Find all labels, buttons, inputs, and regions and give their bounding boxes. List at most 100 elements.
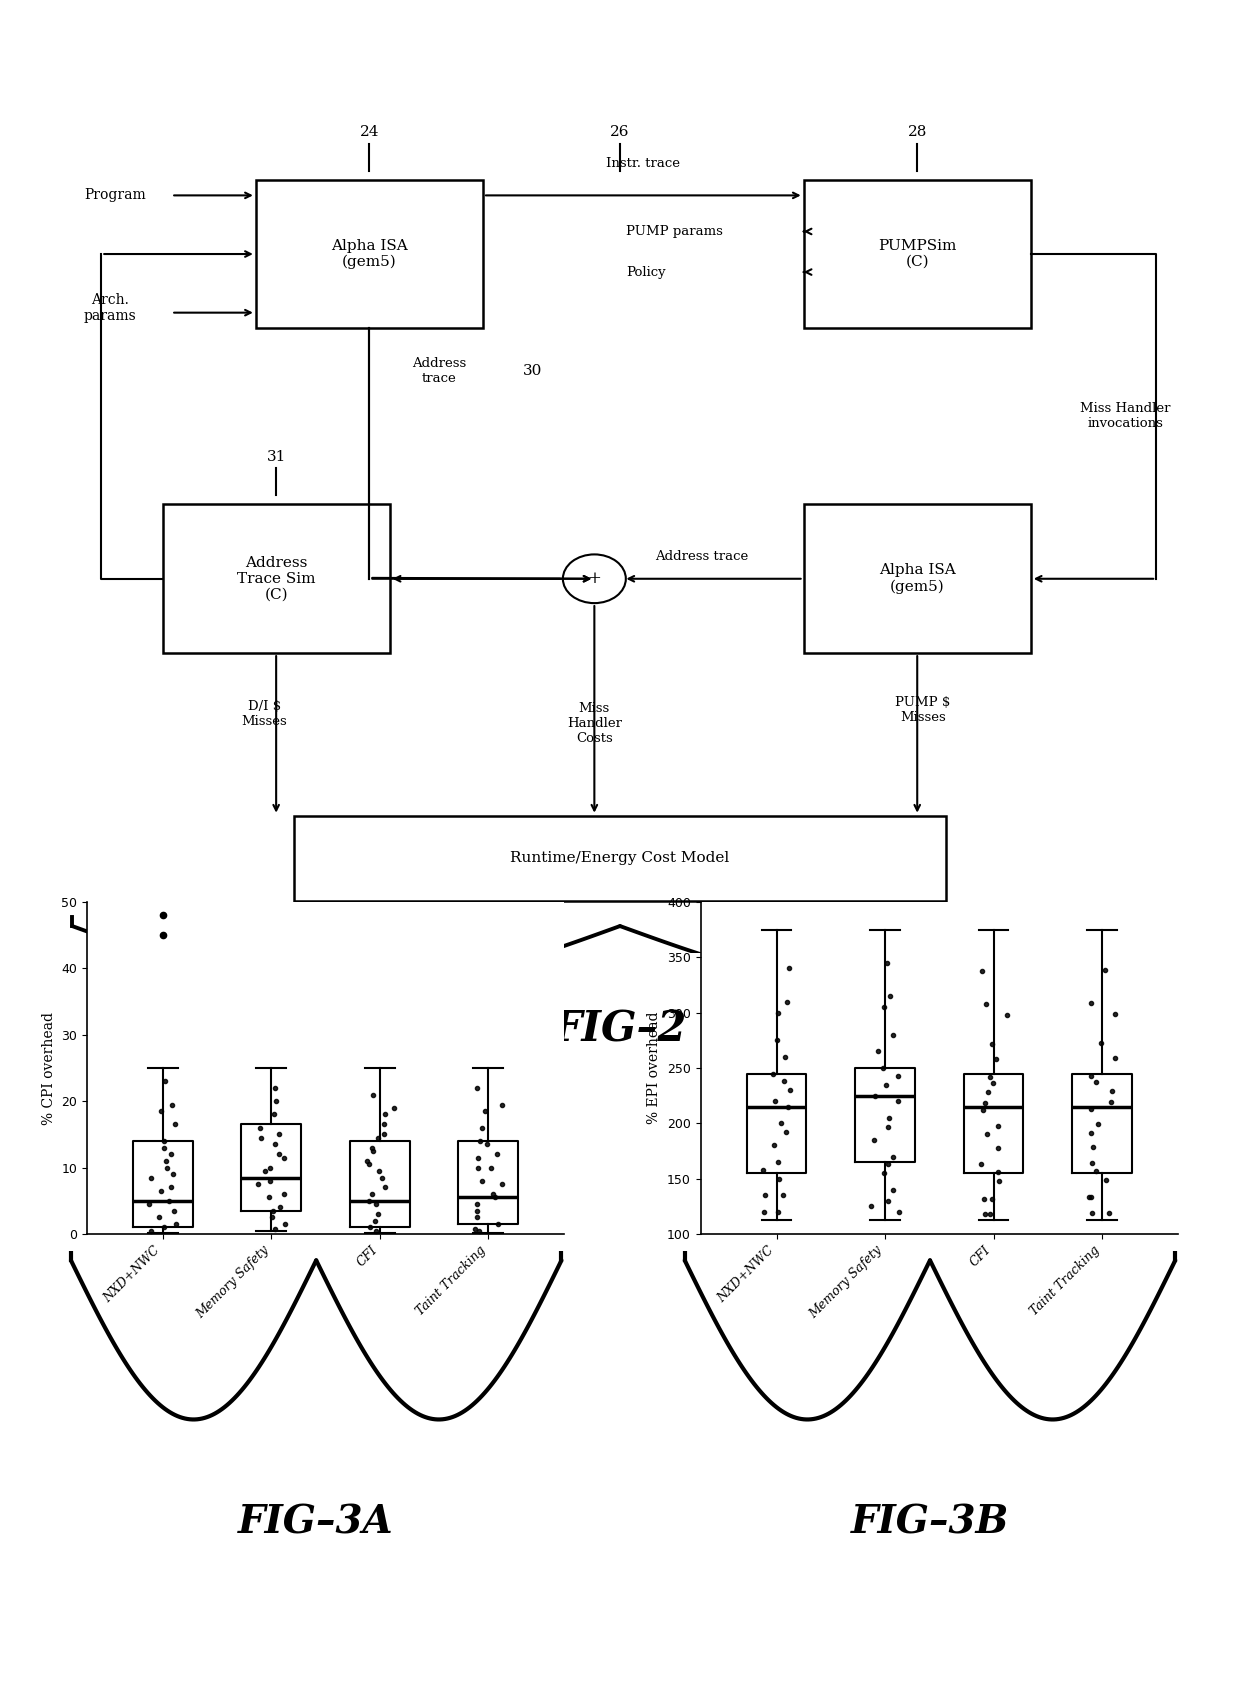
Point (883, 1021, 903, 1048)
Point (477, 1130, 497, 1157)
Point (1081, 989, 1101, 1016)
Point (862, 1193, 882, 1220)
Point (267, 1088, 286, 1115)
FancyBboxPatch shape (162, 504, 389, 654)
Point (1101, 1089, 1121, 1117)
Point (482, 1181, 502, 1208)
Point (275, 1210, 295, 1237)
Point (368, 1200, 388, 1227)
Point (1101, 1077, 1121, 1105)
Point (159, 1188, 179, 1215)
Point (368, 1157, 388, 1185)
Point (1091, 1030, 1111, 1057)
Point (768, 1198, 787, 1225)
Point (155, 1067, 175, 1094)
Point (773, 1181, 792, 1208)
Point (764, 1060, 784, 1088)
Point (358, 1151, 378, 1178)
Text: PUMP $
Misses: PUMP $ Misses (895, 696, 951, 723)
Point (888, 1062, 908, 1089)
Point (776, 1118, 796, 1145)
Point (775, 1067, 795, 1094)
Point (889, 1198, 909, 1225)
Point (1086, 1157, 1106, 1185)
Point (770, 1164, 790, 1191)
Point (270, 1193, 290, 1220)
Point (1081, 1096, 1101, 1123)
Point (988, 1134, 1008, 1161)
Text: Instr. trace: Instr. trace (606, 157, 681, 170)
Point (878, 1151, 898, 1178)
FancyBboxPatch shape (255, 180, 484, 328)
Point (361, 1214, 381, 1241)
Point (868, 1038, 888, 1065)
Point (250, 1115, 270, 1142)
Point (1083, 1149, 1102, 1176)
Point (475, 1098, 495, 1125)
Point (154, 1127, 174, 1154)
Text: Alpha ISA
(gem5): Alpha ISA (gem5) (879, 563, 956, 594)
Point (492, 1171, 512, 1198)
Text: Program: Program (84, 189, 145, 203)
Point (976, 1200, 996, 1227)
Text: PUMP params: PUMP params (626, 225, 723, 238)
Point (162, 1091, 182, 1118)
Text: FIG–2: FIG–2 (553, 1009, 687, 1050)
Point (1106, 1001, 1126, 1028)
Point (274, 1144, 294, 1171)
Point (973, 1096, 993, 1123)
Point (164, 1161, 184, 1188)
Y-axis label: % EPI overhead: % EPI overhead (647, 1011, 661, 1125)
Text: Arch.
params: Arch. params (84, 293, 136, 323)
Point (753, 1156, 773, 1183)
Point (265, 1074, 285, 1101)
Point (365, 1207, 384, 1234)
Point (362, 1134, 382, 1161)
Point (151, 1098, 171, 1125)
Text: Alpha ISA
(gem5): Alpha ISA (gem5) (331, 238, 408, 269)
Point (262, 1203, 281, 1231)
Point (1099, 1200, 1118, 1227)
Point (1081, 1185, 1101, 1212)
Text: Address
trace: Address trace (412, 357, 466, 385)
Point (150, 1203, 170, 1231)
Point (154, 1214, 174, 1241)
Point (765, 1088, 785, 1115)
Point (1106, 1045, 1126, 1072)
Point (157, 1154, 177, 1181)
Point (269, 1120, 289, 1147)
Point (374, 1120, 394, 1147)
Point (982, 1030, 1002, 1057)
Point (492, 1091, 512, 1118)
FancyBboxPatch shape (804, 504, 1030, 654)
Point (754, 1198, 774, 1225)
Point (978, 1079, 998, 1106)
Point (1081, 1062, 1101, 1089)
Text: Address trace: Address trace (655, 550, 748, 563)
Point (472, 1115, 492, 1142)
Point (487, 1210, 507, 1237)
Point (777, 987, 797, 1014)
Point (362, 1081, 382, 1108)
Point (372, 1164, 392, 1191)
Text: FIG–3B: FIG–3B (851, 1503, 1009, 1542)
Point (362, 1181, 382, 1208)
Point (363, 1137, 383, 1164)
Point (1089, 1111, 1109, 1139)
Point (161, 1174, 181, 1202)
Point (884, 1176, 904, 1203)
Point (972, 957, 992, 984)
Point (366, 1217, 386, 1244)
FancyBboxPatch shape (804, 180, 1030, 328)
Point (357, 1147, 377, 1174)
Point (470, 1127, 490, 1154)
Point (274, 1181, 294, 1208)
Point (259, 1185, 279, 1212)
Text: Policy: Policy (626, 266, 666, 279)
FancyBboxPatch shape (294, 815, 946, 902)
Point (982, 1071, 1002, 1098)
Point (165, 1111, 185, 1139)
Point (360, 1188, 379, 1215)
Point (976, 1089, 996, 1117)
Text: +: + (588, 570, 601, 587)
